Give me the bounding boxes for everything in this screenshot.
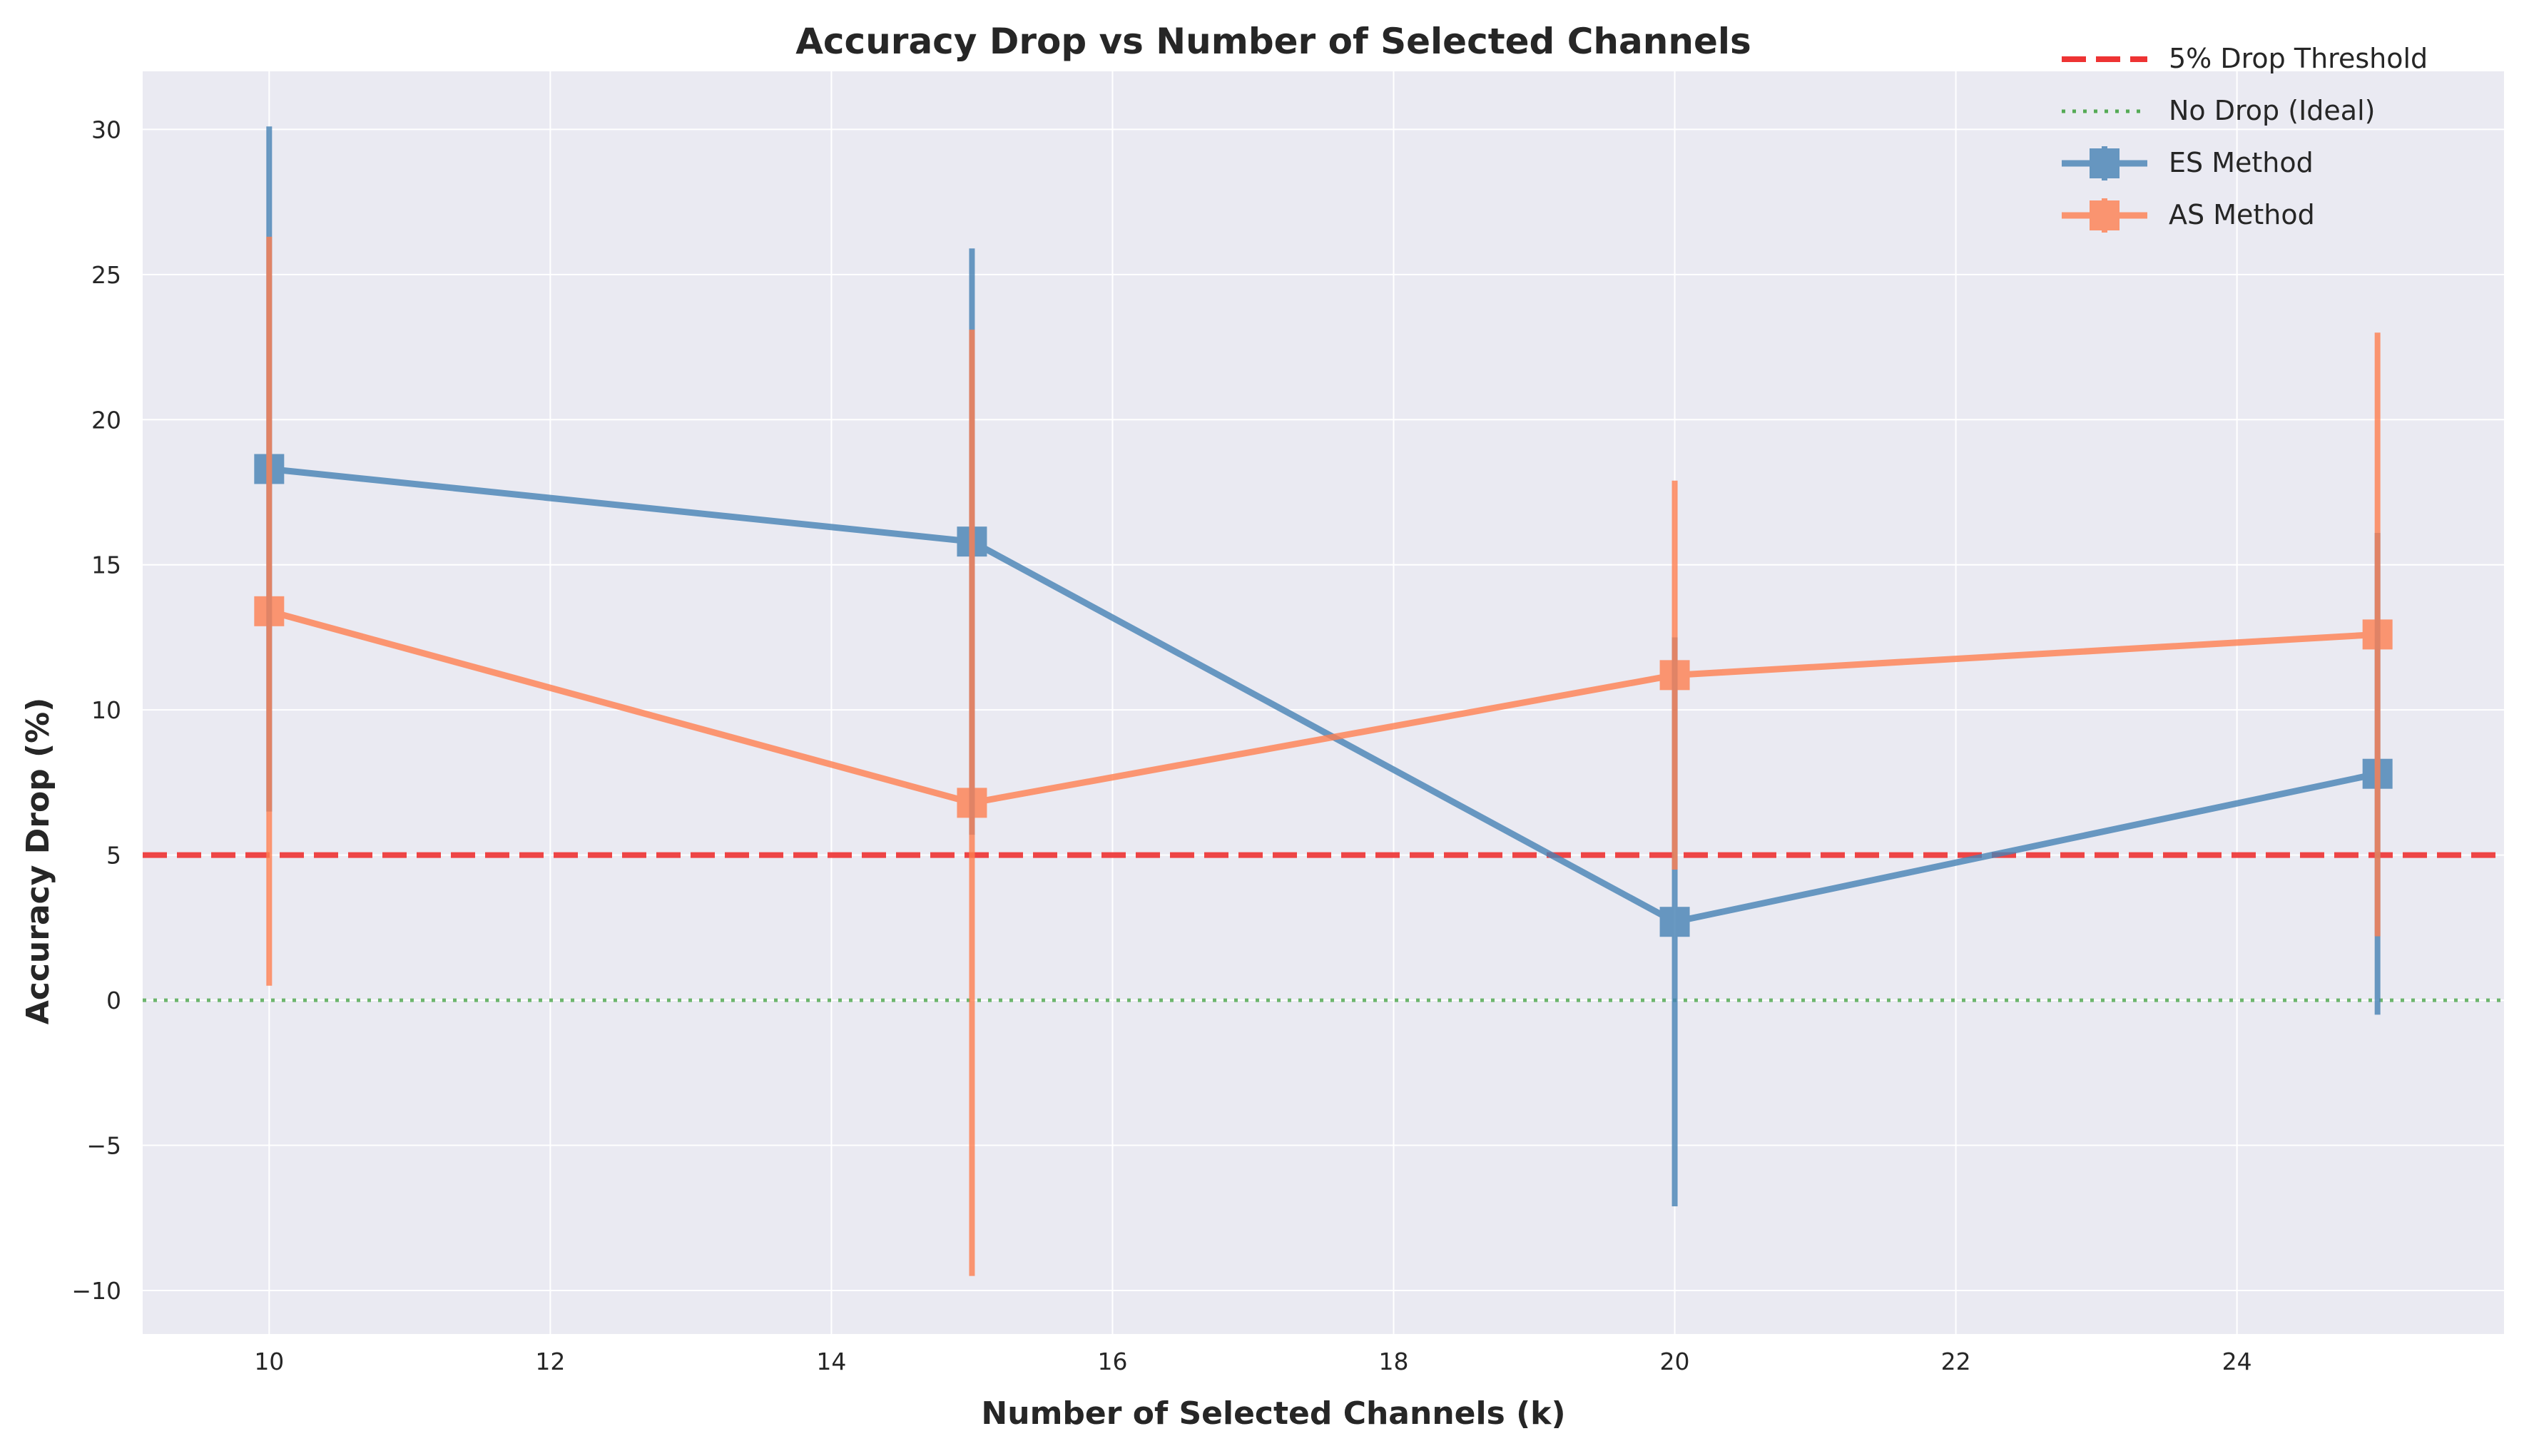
y-tick-label: 15 (91, 551, 121, 579)
legend-entry: No Drop (Ideal) (2062, 95, 2375, 126)
legend-swatch-marker (2090, 148, 2120, 178)
y-tick-label: 0 (106, 987, 121, 1014)
legend-entry: ES Method (2062, 146, 2314, 180)
y-tick-label: 5 (106, 842, 121, 870)
legend-label: ES Method (2169, 147, 2314, 178)
chart-title: Accuracy Drop vs Number of Selected Chan… (795, 21, 1751, 62)
y-tick-label: 20 (91, 406, 121, 434)
data-point (2362, 619, 2393, 650)
series-layer (254, 126, 2393, 1276)
x-tick-label: 16 (1097, 1348, 1127, 1375)
y-tick-label: −10 (71, 1277, 121, 1305)
x-axis-label: Number of Selected Channels (k) (981, 1395, 1565, 1432)
legend-entry: AS Method (2062, 198, 2315, 233)
y-tick-label: 25 (91, 261, 121, 289)
x-tick-label: 20 (1660, 1348, 1690, 1375)
legend-entry: 5% Drop Threshold (2062, 43, 2428, 74)
y-axis-label: Accuracy Drop (%) (20, 698, 56, 1025)
legend-label: No Drop (Ideal) (2169, 95, 2375, 126)
data-point (957, 788, 987, 818)
series-line (268, 608, 2378, 806)
x-tick-label: 10 (254, 1348, 284, 1375)
reference-lines (143, 852, 2504, 1002)
x-tick-label: 22 (1941, 1348, 1971, 1375)
legend-label: 5% Drop Threshold (2169, 43, 2428, 74)
legend-label: AS Method (2169, 199, 2315, 230)
data-point (1659, 907, 1690, 937)
y-tick-label: 10 (91, 696, 121, 724)
series-line (268, 465, 2378, 925)
legend-swatch (2062, 198, 2147, 233)
tick-labels: 10 12 14 16 18 20 22 24 −10 −5 0 5 10 15 20 25 30 (71, 116, 2251, 1375)
plot-area (143, 71, 2504, 1334)
data-point (254, 596, 285, 626)
y-tick-label: 30 (91, 116, 121, 143)
x-tick-label: 12 (535, 1348, 565, 1375)
legend-swatch (2062, 146, 2147, 180)
series-as (254, 236, 2393, 1276)
legend-swatch-marker (2090, 200, 2120, 230)
legend: 5% Drop Threshold No Drop (Ideal) ES Metho… (2062, 43, 2428, 233)
y-tick-label: −5 (86, 1132, 121, 1160)
x-tick-label: 18 (1379, 1348, 1409, 1375)
x-tick-label: 14 (816, 1348, 846, 1375)
data-point (1659, 660, 1690, 691)
x-tick-label: 24 (2222, 1348, 2252, 1375)
